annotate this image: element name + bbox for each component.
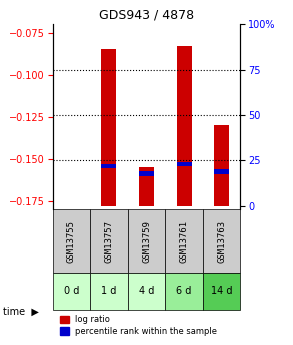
- Bar: [214, 125, 229, 206]
- Text: GSM13757: GSM13757: [105, 219, 113, 263]
- FancyBboxPatch shape: [90, 273, 128, 310]
- FancyBboxPatch shape: [165, 273, 203, 310]
- Text: 4 d: 4 d: [139, 286, 154, 296]
- Text: GSM13755: GSM13755: [67, 219, 76, 263]
- Text: 14 d: 14 d: [211, 286, 232, 296]
- Bar: [176, 46, 192, 206]
- Text: 1 d: 1 d: [101, 286, 117, 296]
- Text: GDS943 / 4878: GDS943 / 4878: [99, 9, 194, 22]
- Bar: [139, 167, 154, 206]
- Bar: [214, 169, 229, 174]
- FancyBboxPatch shape: [128, 209, 165, 273]
- FancyBboxPatch shape: [53, 273, 90, 310]
- Text: 6 d: 6 d: [176, 286, 192, 296]
- Text: GSM13763: GSM13763: [217, 219, 226, 263]
- Bar: [101, 164, 117, 168]
- Text: GSM13759: GSM13759: [142, 219, 151, 263]
- FancyBboxPatch shape: [128, 273, 165, 310]
- Text: GSM13761: GSM13761: [180, 219, 188, 263]
- Bar: [101, 49, 117, 206]
- Text: time  ▶: time ▶: [3, 307, 39, 317]
- FancyBboxPatch shape: [203, 209, 240, 273]
- Legend: log ratio, percentile rank within the sample: log ratio, percentile rank within the sa…: [57, 312, 221, 339]
- Text: 0 d: 0 d: [64, 286, 79, 296]
- FancyBboxPatch shape: [90, 209, 128, 273]
- Bar: [176, 162, 192, 166]
- Bar: [139, 171, 154, 176]
- FancyBboxPatch shape: [53, 209, 90, 273]
- FancyBboxPatch shape: [203, 273, 240, 310]
- FancyBboxPatch shape: [165, 209, 203, 273]
